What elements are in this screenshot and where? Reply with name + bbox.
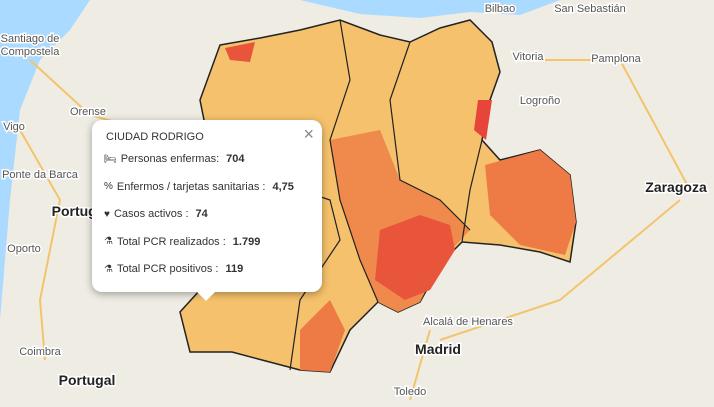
place-label: Alcalá de Henares (423, 316, 513, 328)
place-label: Compostela (1, 46, 61, 58)
place-label: Vitoria (513, 51, 545, 63)
area-highest (474, 100, 492, 140)
sea (300, 0, 560, 18)
place-label: Zaragoza (645, 179, 707, 195)
row-label: Total PCR realizados : (116, 235, 226, 248)
row-icon: % (104, 181, 113, 192)
roads (19, 59, 691, 401)
row-label: Total PCR positivos : (116, 263, 219, 275)
row-icon: ⚗ (104, 263, 113, 275)
place-label: Santiago de (1, 33, 60, 45)
row-icon: ⚗ (104, 236, 113, 247)
place-label: Toledo (394, 386, 426, 398)
row-label: Casos activos : (113, 208, 189, 220)
place-label: Orense (70, 106, 106, 118)
row-value: 1.799 (232, 235, 261, 248)
popup-row: ♥ Casos activos : 74 (104, 208, 208, 220)
area-high (485, 150, 576, 255)
info-popup: CIUDAD RODRIGO × 🛏 Personas enfermas: 704%… (92, 120, 322, 301)
place-label: Ponte da Barca (2, 169, 79, 181)
place-label: Bilbao (485, 3, 516, 15)
ocean (0, 0, 90, 320)
place-label: Coimbra (19, 346, 61, 358)
row-value: 119 (225, 263, 244, 275)
row-value: 704 (226, 153, 245, 165)
row-icon: 🛏 (104, 153, 117, 165)
row-label: Enfermos / tarjetas sanitarias : (116, 180, 266, 193)
popup-title: CIUDAD RODRIGO (106, 131, 204, 143)
place-label: Madrid (415, 341, 461, 357)
area-highest (375, 215, 455, 300)
place-label: Oporto (7, 243, 41, 255)
row-icon: ♥ (104, 208, 110, 220)
popup-row: 🛏 Personas enfermas: 704 (104, 153, 245, 165)
row-value: 74 (195, 208, 208, 220)
row-label: Personas enfermas: (120, 153, 220, 165)
place-label: Vigo (3, 121, 25, 133)
popup-row: ⚗ Total PCR positivos : 119 (104, 263, 243, 275)
place-label: Pamplona (591, 53, 641, 65)
place-label: Portugal (59, 372, 116, 388)
popup-row: % Enfermos / tarjetas sanitarias : 4,75 (104, 181, 294, 193)
place-label: San Sebastián (554, 3, 626, 15)
popup-row: ⚗ Total PCR realizados : 1.799 (104, 236, 260, 248)
place-label: Logroño (520, 95, 560, 107)
area-high (300, 300, 345, 372)
close-button[interactable]: × (303, 124, 314, 144)
area-highest (225, 42, 255, 62)
row-value: 4,75 (272, 180, 294, 193)
